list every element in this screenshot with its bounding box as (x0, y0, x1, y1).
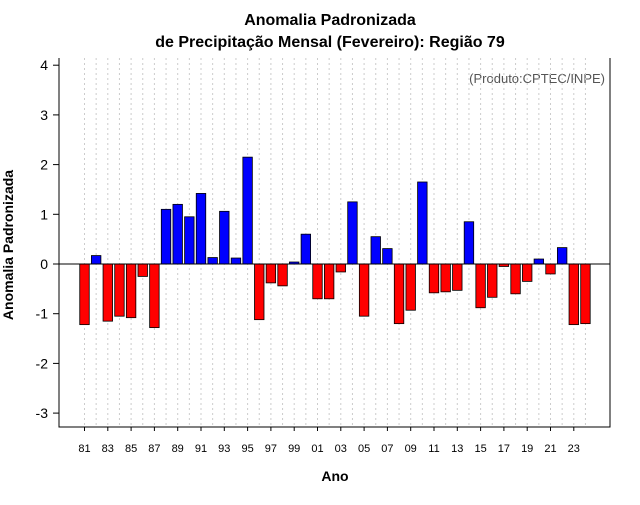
bar-95 (242, 156, 253, 265)
bar-84 (114, 263, 125, 317)
x-tick-label: 07 (381, 443, 393, 455)
bar-98 (277, 263, 288, 287)
x-tick-label: 19 (521, 443, 533, 455)
bar-03 (335, 263, 346, 273)
bar-89 (172, 203, 183, 265)
bar-96 (254, 263, 265, 321)
y-tick-label: 0 (40, 256, 48, 272)
bar-24 (580, 263, 591, 325)
bar-15 (475, 263, 486, 309)
x-tick-label: 93 (218, 443, 230, 455)
bars (79, 156, 591, 329)
bar-81 (79, 263, 90, 326)
bar-85 (125, 263, 137, 319)
x-tick-label: 11 (428, 443, 439, 455)
x-tick-label: 83 (102, 443, 114, 455)
bar-92 (207, 257, 218, 265)
bar-94 (230, 257, 242, 265)
bar-86 (137, 263, 148, 277)
bar-01 (312, 263, 323, 300)
x-tick-label: 97 (265, 443, 277, 455)
x-tick-label: 87 (148, 443, 160, 455)
x-tick-label: 03 (335, 443, 347, 455)
bar-19 (522, 263, 533, 282)
x-tick-label: 21 (544, 443, 556, 455)
y-tick-label: 2 (40, 157, 48, 173)
bar-09 (405, 263, 416, 311)
bar-11 (428, 263, 440, 294)
bar-93 (219, 210, 230, 265)
x-tick-label: 95 (241, 443, 253, 455)
x-tick-label: 13 (451, 443, 463, 455)
x-tick-label: 85 (125, 443, 137, 455)
bar-00 (300, 233, 312, 265)
plot-frame (58, 58, 611, 428)
bar-02 (323, 263, 335, 300)
x-axis-title: Ano (321, 468, 348, 484)
x-tick-label: 01 (311, 443, 323, 455)
bar-18 (510, 263, 521, 295)
bar-97 (265, 263, 277, 284)
bar-08 (393, 263, 405, 325)
bar-10 (417, 181, 428, 265)
bar-90 (184, 216, 195, 265)
y-tick-label: 3 (40, 107, 48, 123)
x-tick-label: 99 (288, 443, 300, 455)
bar-04 (347, 201, 358, 265)
bar-05 (358, 263, 370, 317)
bar-20 (533, 258, 544, 265)
x-tick-label: 15 (474, 443, 486, 455)
source-annotation: (Produto:CPTEC/INPE) (469, 71, 605, 86)
grid-lines (84, 58, 586, 427)
y-tick-label: 1 (40, 206, 48, 222)
bar-12 (440, 263, 451, 293)
chart-title-line1: Anomalia Padronizada (244, 12, 416, 29)
bar-13 (452, 263, 463, 291)
bar-07 (382, 248, 393, 265)
x-tick-label: 05 (358, 443, 370, 455)
x-tick-label: 17 (498, 443, 510, 455)
bar-87 (149, 263, 160, 329)
y-axis-title: Anomalia Padronizada (0, 170, 16, 320)
y-tick-label: -3 (36, 405, 49, 421)
y-tick-label: 4 (40, 57, 48, 73)
bar-06 (370, 236, 381, 265)
bar-83 (102, 263, 113, 322)
bar-23 (568, 263, 579, 326)
x-tick-label: 89 (172, 443, 184, 455)
bar-22 (557, 247, 568, 265)
bar-91 (195, 193, 207, 265)
y-tick-label: -2 (36, 355, 49, 371)
x-tick-label: 23 (568, 443, 580, 455)
bar-16 (487, 263, 498, 298)
bar-88 (160, 208, 172, 265)
bar-21 (545, 263, 556, 275)
chart-title-line2: de Precipitação Mensal (Fevereiro): Regi… (155, 34, 505, 51)
bar-14 (463, 221, 475, 265)
x-tick-label: 91 (195, 443, 207, 455)
y-tick-label: -1 (36, 306, 49, 322)
x-tick-label: 81 (78, 443, 90, 455)
x-tick-label: 09 (405, 443, 417, 455)
bar-82 (91, 255, 102, 265)
